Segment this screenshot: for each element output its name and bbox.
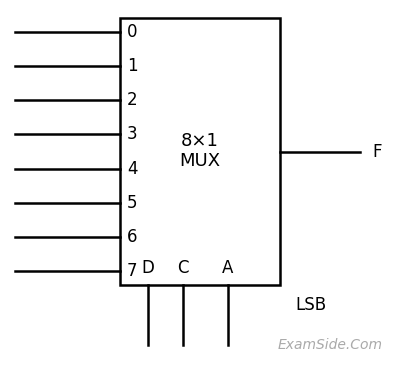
Text: ExamSide.Com: ExamSide.Com [277,338,382,352]
Text: LSB: LSB [294,296,325,314]
Text: 4: 4 [127,160,137,177]
Text: A: A [222,259,233,277]
Text: 2: 2 [127,91,137,109]
Text: F: F [371,143,380,161]
Bar [120,18,279,285]
Text: 1: 1 [127,57,137,75]
Text: 0: 0 [127,23,137,41]
Text: D: D [141,259,154,277]
Text: 7: 7 [127,262,137,280]
Text: 3: 3 [127,125,137,143]
Text: 6: 6 [127,228,137,246]
Text: MUX: MUX [179,152,220,171]
Text: 5: 5 [127,194,137,212]
Text: 8×1: 8×1 [180,133,218,150]
Text: C: C [177,259,188,277]
